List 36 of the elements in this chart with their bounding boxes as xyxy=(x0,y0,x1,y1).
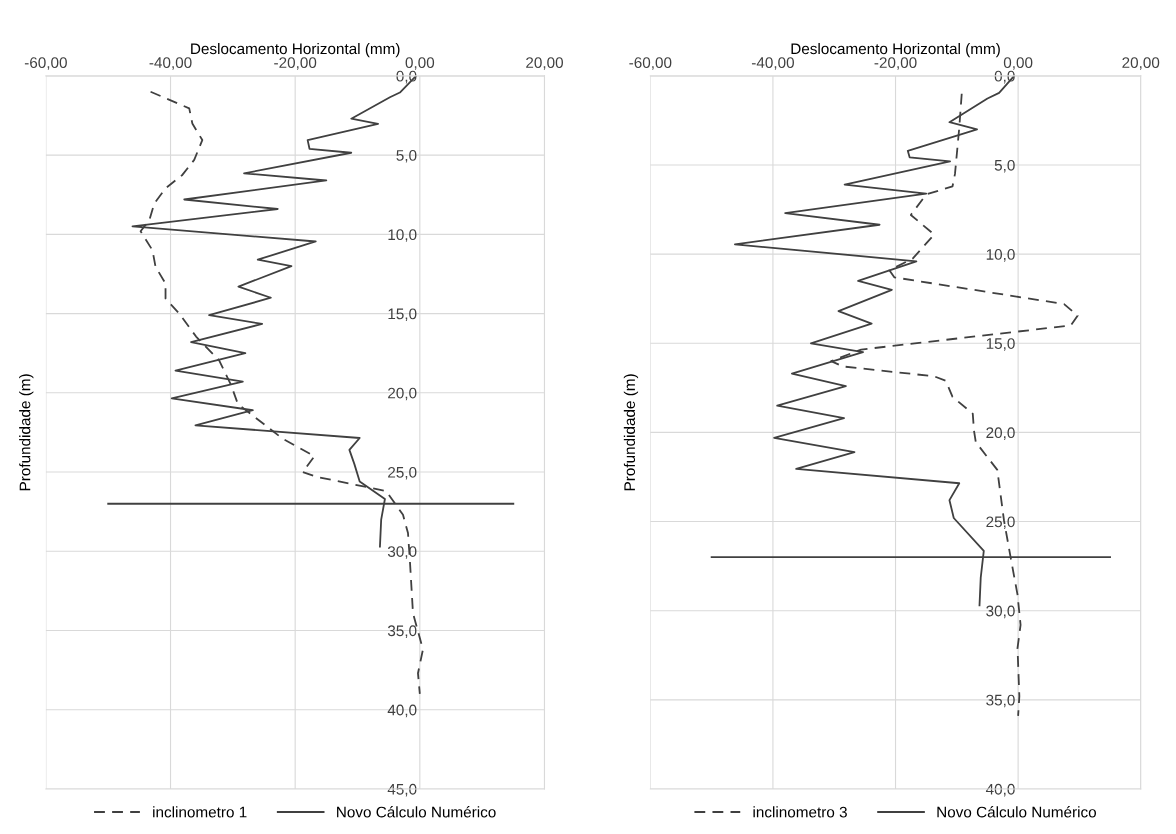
y-tick-label: 40,0 xyxy=(985,783,1015,797)
y-tick-label: 20,0 xyxy=(388,387,417,401)
legend-label: Novo Cálculo Numérico xyxy=(337,806,496,818)
legend-label: inclinometro 3 xyxy=(753,806,847,818)
y-tick-label: 25,0 xyxy=(388,466,417,480)
x-tick-label: -40,00 xyxy=(149,57,192,70)
x-axis-title: Deslocamento Horizontal (mm) xyxy=(191,42,400,58)
y-tick-label: 30,0 xyxy=(986,605,1015,619)
y-tick-label: 5,0 xyxy=(396,149,417,163)
y-axis-title: Profundidade (m) xyxy=(19,374,34,491)
x-tick-label: -20,00 xyxy=(274,57,317,70)
y-tick-label: 5,0 xyxy=(994,159,1015,173)
x-tick-label: 0,00 xyxy=(1003,57,1033,70)
x-tick-label: -60,00 xyxy=(629,57,672,70)
x-axis-title: Deslocamento Horizontal (mm) xyxy=(791,42,1000,58)
y-axis-title: Profundidade (m) xyxy=(623,374,639,491)
y-tick-label: 10,0 xyxy=(388,229,417,242)
y-tick-label: 35,0 xyxy=(986,694,1015,708)
y-tick-label: 15,0 xyxy=(388,308,417,322)
x-tick-label: 0,00 xyxy=(405,57,435,70)
y-tick-label: 0,0 xyxy=(396,70,417,84)
x-tick-label: -40,00 xyxy=(751,57,794,70)
y-tick-label: 25,0 xyxy=(986,516,1015,530)
x-tick-label: 20,00 xyxy=(1122,57,1160,70)
x-tick-label: 20,00 xyxy=(526,57,564,70)
y-tick-label: 45,0 xyxy=(387,783,417,797)
y-tick-label: 10,0 xyxy=(986,249,1015,262)
y-tick-label: 15,0 xyxy=(986,338,1015,351)
x-tick-label: -60,00 xyxy=(24,57,67,70)
y-tick-label: 0,0 xyxy=(994,70,1015,84)
legend-label: inclinometro 1 xyxy=(153,806,247,818)
y-tick-label: 35,0 xyxy=(387,625,417,638)
legend-label: Novo Cálculo Numérico xyxy=(937,806,1097,818)
y-tick-label: 20,0 xyxy=(986,427,1015,440)
x-tick-label: -20,00 xyxy=(874,57,917,70)
y-tick-label: 40,0 xyxy=(387,704,417,718)
